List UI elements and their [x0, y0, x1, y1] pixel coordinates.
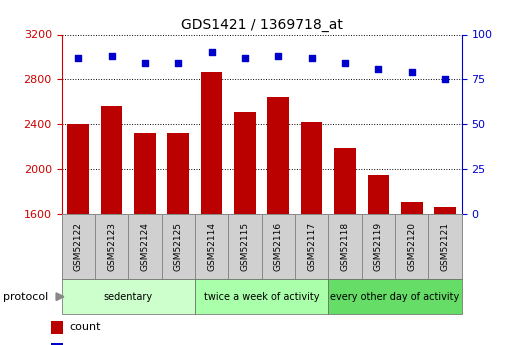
Point	[141, 60, 149, 66]
Text: GSM52121: GSM52121	[441, 222, 449, 271]
Point	[207, 50, 215, 55]
FancyBboxPatch shape	[395, 214, 428, 279]
Bar	[267, 97, 289, 214]
Text: count: count	[69, 323, 101, 332]
Point	[341, 60, 349, 66]
FancyBboxPatch shape	[428, 214, 462, 279]
Title: GDS1421 / 1369718_at: GDS1421 / 1369718_at	[181, 18, 343, 32]
Bar	[51, 343, 63, 345]
FancyBboxPatch shape	[228, 214, 262, 279]
Text: GSM52115: GSM52115	[241, 222, 249, 271]
Point	[274, 53, 282, 59]
FancyBboxPatch shape	[328, 214, 362, 279]
FancyBboxPatch shape	[195, 279, 328, 314]
Text: GSM52118: GSM52118	[341, 222, 349, 271]
Text: sedentary: sedentary	[104, 292, 153, 302]
Point	[441, 77, 449, 82]
Text: GSM52120: GSM52120	[407, 222, 416, 271]
FancyBboxPatch shape	[128, 214, 162, 279]
Point	[374, 66, 382, 71]
Point	[107, 53, 115, 59]
Bar	[201, 71, 223, 214]
Text: protocol: protocol	[3, 292, 48, 302]
Bar	[67, 124, 89, 214]
Bar	[234, 112, 256, 214]
Text: GSM52116: GSM52116	[274, 222, 283, 271]
FancyBboxPatch shape	[262, 214, 295, 279]
Point	[407, 69, 416, 75]
FancyBboxPatch shape	[62, 279, 195, 314]
Bar	[301, 122, 323, 214]
Text: GSM52124: GSM52124	[141, 222, 149, 271]
Bar	[51, 321, 63, 334]
Text: GSM52114: GSM52114	[207, 222, 216, 271]
Text: every other day of activity: every other day of activity	[330, 292, 460, 302]
Bar	[401, 202, 423, 214]
FancyBboxPatch shape	[195, 214, 228, 279]
FancyBboxPatch shape	[328, 279, 462, 314]
Text: GSM52122: GSM52122	[74, 222, 83, 271]
Text: twice a week of activity: twice a week of activity	[204, 292, 320, 302]
FancyBboxPatch shape	[362, 214, 395, 279]
Point	[74, 55, 82, 61]
Point	[307, 55, 315, 61]
Bar	[367, 175, 389, 214]
Text: GSM52125: GSM52125	[174, 222, 183, 271]
Text: GSM52123: GSM52123	[107, 222, 116, 271]
Bar	[101, 106, 123, 214]
FancyBboxPatch shape	[295, 214, 328, 279]
Bar	[334, 148, 356, 214]
Text: GSM52119: GSM52119	[374, 222, 383, 271]
Bar	[434, 207, 456, 214]
Text: GSM52117: GSM52117	[307, 222, 316, 271]
Point	[241, 55, 249, 61]
FancyBboxPatch shape	[95, 214, 128, 279]
FancyBboxPatch shape	[162, 214, 195, 279]
Bar	[167, 132, 189, 214]
Point	[174, 60, 182, 66]
Bar	[134, 133, 156, 214]
FancyBboxPatch shape	[62, 214, 95, 279]
